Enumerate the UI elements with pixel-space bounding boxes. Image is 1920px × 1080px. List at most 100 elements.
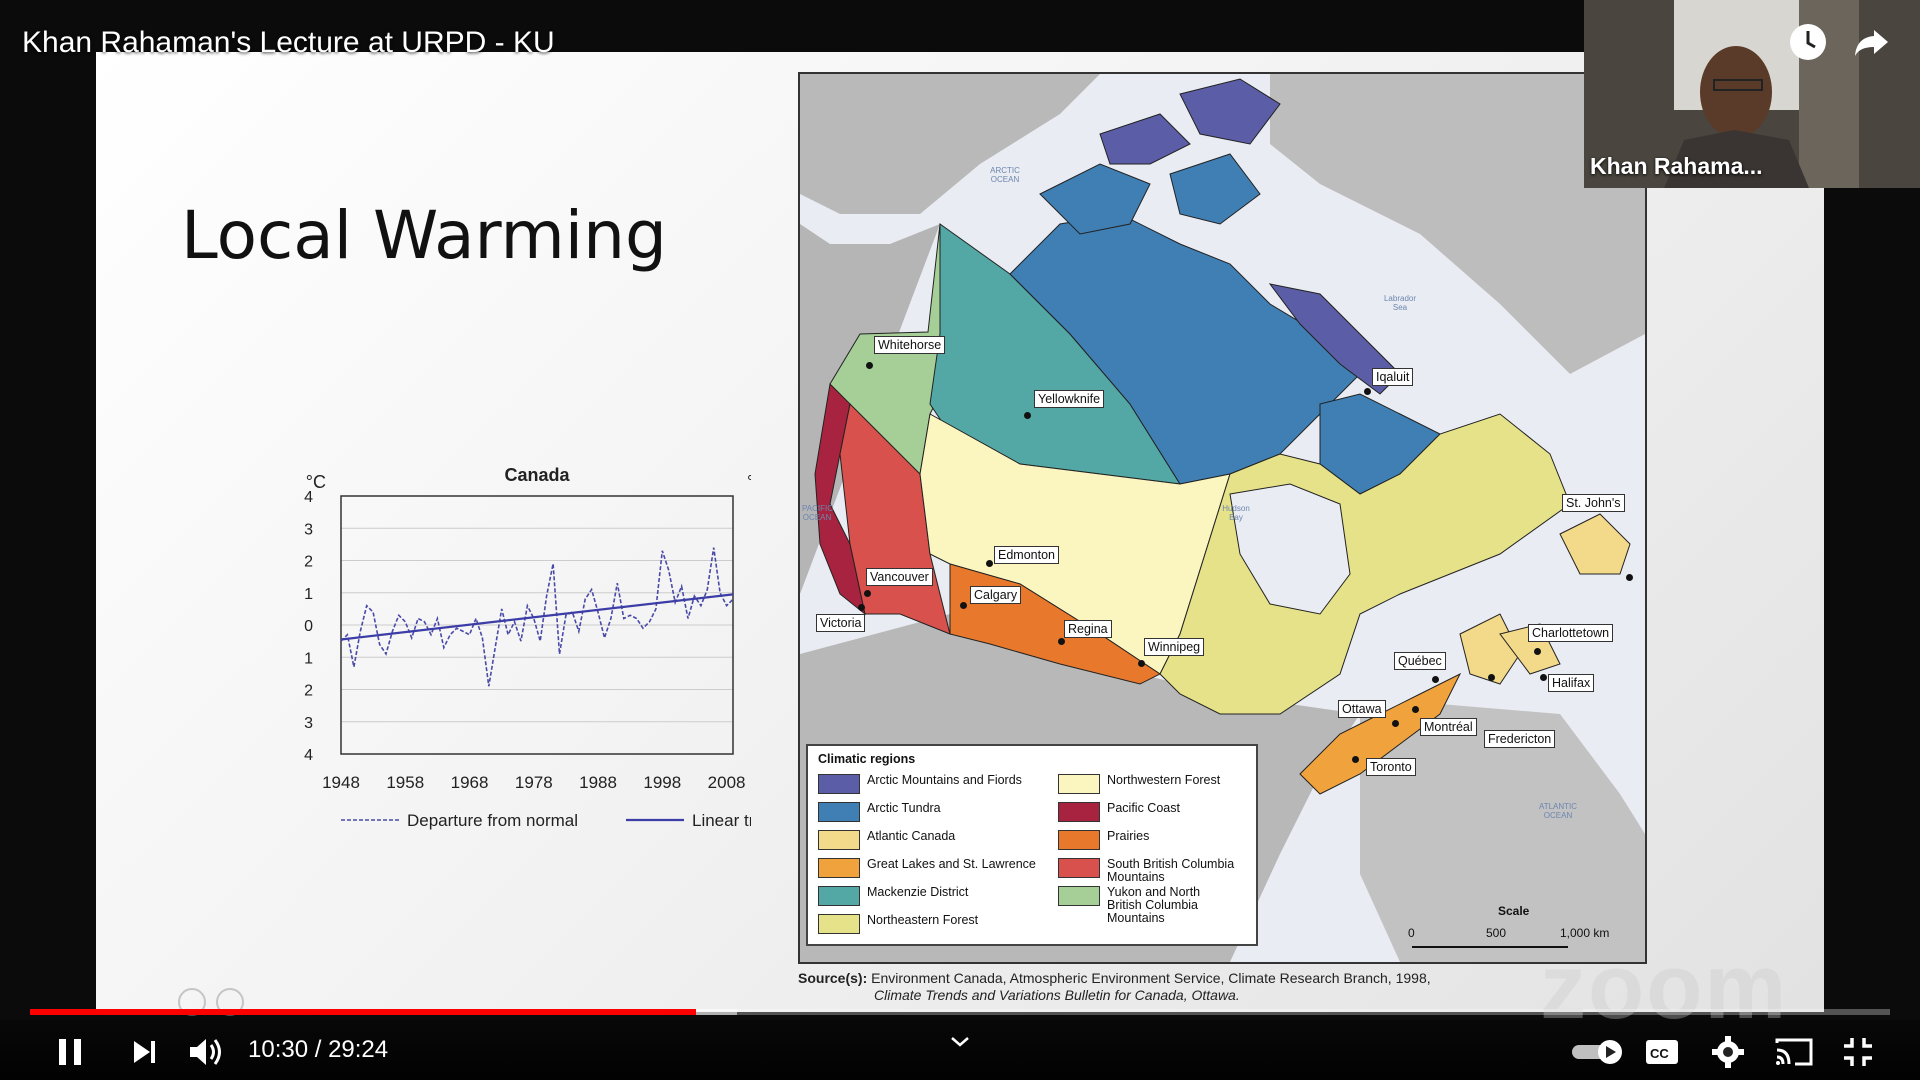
legend-swatch <box>818 886 860 906</box>
ocean-label-arctic: ARCTIC OCEAN <box>990 166 1020 184</box>
svg-text:CC: CC <box>1650 1046 1669 1061</box>
region-atlantic <box>1459 613 1521 685</box>
city-label: Halifax <box>1548 674 1595 692</box>
city-label: Iqaluit <box>1372 368 1414 386</box>
city-marker <box>1352 756 1359 763</box>
chart-series-trend <box>340 593 734 641</box>
chart-ytick-left: 2 <box>304 554 313 571</box>
ocean-label-labrador: Labrador Sea <box>1383 294 1417 312</box>
legend-item: Prairies <box>1058 830 1149 850</box>
speaker-name: Khan Rahama... <box>1590 153 1763 179</box>
chevron-down-icon[interactable] <box>938 1020 982 1064</box>
city-label: Regina <box>1064 620 1112 638</box>
settings-gear-icon[interactable] <box>1706 1030 1750 1074</box>
source-line1: Environment Canada, Atmospheric Environm… <box>871 970 1431 986</box>
scale-label: Scale <box>1498 904 1530 918</box>
city-label: Charlottetown <box>1528 624 1614 642</box>
legend-item: Arctic Mountains and Fiords <box>818 774 1022 794</box>
chart-title: Canada <box>504 465 570 485</box>
city-marker <box>1540 674 1547 681</box>
city-label: Vancouver <box>866 568 933 586</box>
chart-svg: 43210123443210-1-2-3-4194819581968197819… <box>304 465 783 830</box>
chart-ytick-left: 1 <box>304 586 313 603</box>
chart-ylabel-right: °C <box>747 472 751 492</box>
time-display: 10:30 / 29:24 <box>248 1036 389 1063</box>
ocean-label-atlantic: ATLANTIC OCEAN <box>1538 802 1578 820</box>
source-label: Source(s): <box>798 970 868 986</box>
annotation-tool-icon <box>178 988 206 1016</box>
region-great-lakes <box>1299 672 1462 795</box>
legend-swatch <box>818 858 860 878</box>
city-marker <box>1058 638 1065 645</box>
share-icon[interactable] <box>1852 22 1892 62</box>
city-marker <box>986 560 993 567</box>
chart-xtick: 1988 <box>579 773 617 792</box>
chart-ytick-left: 4 <box>304 747 313 764</box>
source-line2: Climate Trends and Variations Bulletin f… <box>874 987 1240 1003</box>
progress-bar[interactable] <box>30 1009 1890 1015</box>
scale-tick: 0 <box>1408 926 1415 940</box>
city-marker <box>1534 648 1541 655</box>
chart-xtick: 1948 <box>322 773 360 792</box>
legend-swatch <box>818 774 860 794</box>
legend-swatch <box>1058 858 1100 878</box>
chart-ytick-left: 2 <box>304 683 313 700</box>
legend-item: Mackenzie District <box>818 886 968 906</box>
slide-source: Source(s): Environment Canada, Atmospher… <box>798 970 1431 1004</box>
video-title[interactable]: Khan Rahaman's Lecture at URPD - KU <box>22 26 555 59</box>
legend-item: Northwestern Forest <box>1058 774 1220 794</box>
chart-xtick: 1998 <box>643 773 681 792</box>
city-label: Yellowknife <box>1034 390 1105 408</box>
pause-icon[interactable] <box>48 1030 92 1074</box>
chart-series-departure <box>340 547 734 687</box>
chart-xtick: 1968 <box>451 773 489 792</box>
legend-swatch <box>1058 830 1100 850</box>
city-marker <box>1024 412 1031 419</box>
city-marker <box>1412 706 1419 713</box>
legend-item: Northeastern Forest <box>818 914 978 934</box>
legend-item: Yukon and North British Columbia Mountai… <box>1058 886 1228 925</box>
chart-xtick: 1958 <box>386 773 424 792</box>
legend-item: Pacific Coast <box>1058 802 1180 822</box>
map-legend: Climatic regions Arctic Mountains and Fi… <box>806 744 1258 946</box>
scale-bar <box>1412 946 1568 948</box>
chart-plot-frame <box>340 495 734 755</box>
chart-ytick-left: 3 <box>304 521 313 538</box>
control-bar: 10:30 / 29:24 CC <box>0 1020 1920 1080</box>
temperature-chart: 43210123443210-1-2-3-4194819581968197819… <box>191 402 783 852</box>
city-marker <box>1488 674 1495 681</box>
city-label: St. John's <box>1562 494 1625 512</box>
captions-icon[interactable]: CC <box>1640 1030 1684 1074</box>
exit-fullscreen-icon[interactable] <box>1836 1030 1880 1074</box>
speaker-video-icon <box>1584 0 1920 188</box>
legend-item: Great Lakes and St. Lawrence <box>818 858 1036 878</box>
ocean-label-hudson: Hudson Bay <box>1222 504 1250 522</box>
city-marker <box>1626 574 1633 581</box>
city-marker <box>1432 676 1439 683</box>
progress-played <box>30 1009 696 1015</box>
city-label: Calgary <box>970 586 1022 604</box>
city-label: Fredericton <box>1484 730 1556 748</box>
chart-legend-label: Linear trend <box>692 811 751 830</box>
city-marker <box>1392 720 1399 727</box>
city-label: Whitehorse <box>874 336 946 354</box>
city-marker <box>1364 388 1371 395</box>
chart-ylabel-left: °C <box>306 472 326 492</box>
scale-tick: 1,000 km <box>1560 926 1610 940</box>
slide: Local Warming 43210123443210-1-2-3-41948… <box>96 52 1824 1012</box>
volume-icon[interactable] <box>184 1030 228 1074</box>
chart-ytick-left: 3 <box>304 715 313 732</box>
watch-later-icon[interactable] <box>1788 22 1828 62</box>
autoplay-toggle[interactable] <box>1570 1030 1626 1074</box>
chart-xtick: 1978 <box>515 773 553 792</box>
chart-ytick-left: 4 <box>304 489 313 506</box>
city-marker <box>960 602 967 609</box>
city-label: Winnipeg <box>1144 638 1205 656</box>
city-label: Edmonton <box>994 546 1059 564</box>
next-icon[interactable] <box>122 1030 166 1074</box>
ocean-label-pacific: PACIFIC OCEAN <box>802 504 833 522</box>
cast-icon[interactable] <box>1772 1030 1816 1074</box>
chart-legend-label: Departure from normal <box>407 811 578 830</box>
city-marker <box>866 362 873 369</box>
